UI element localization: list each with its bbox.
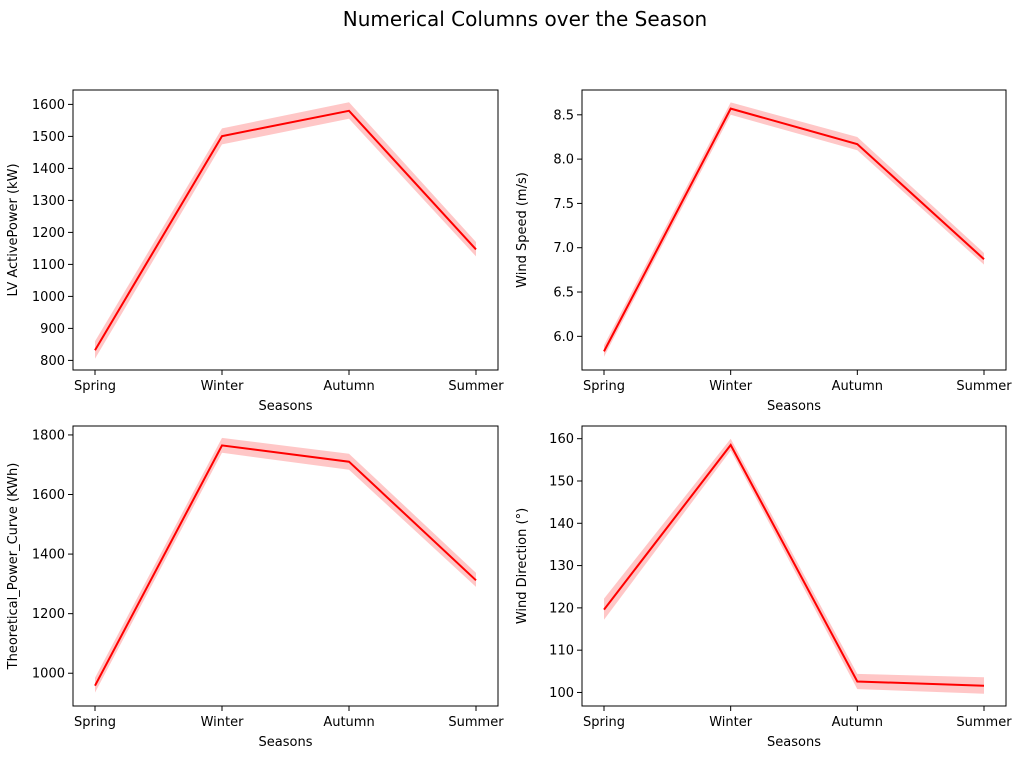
y-tick-label: 900 xyxy=(40,322,65,337)
y-tick-label: 1400 xyxy=(32,548,65,563)
y-tick-label: 130 xyxy=(549,559,574,574)
y-tick-label: 6.0 xyxy=(553,330,574,345)
figure-title: Numerical Columns over the Season xyxy=(343,7,707,31)
y-tick-label: 1300 xyxy=(32,194,65,209)
y-tick-label: 1800 xyxy=(32,428,65,443)
x-tick-label: Autumn xyxy=(832,715,883,730)
y-axis-label: Wind Direction (°) xyxy=(515,508,530,624)
y-axis-label: Wind Speed (m/s) xyxy=(515,172,530,288)
axes-frame xyxy=(581,89,1007,371)
y-tick-label: 1000 xyxy=(32,667,65,682)
x-tick-label: Winter xyxy=(709,379,753,394)
y-axis-label: Theoretical_Power_Curve (KWh) xyxy=(6,463,21,671)
y-tick-label: 6.5 xyxy=(553,286,574,301)
subplot-2: Spring Winter Autumn Summer 6.0 6.5 7.0 7.5 8.0 8… xyxy=(515,89,1012,414)
y-tick-label: 8.5 xyxy=(553,108,574,123)
y-tick-label: 1600 xyxy=(32,98,65,113)
y-tick-label: 110 xyxy=(549,644,574,659)
series-line xyxy=(94,444,477,687)
x-tick-label: Spring xyxy=(583,379,625,394)
series-line xyxy=(94,109,477,351)
x-axis-label: Seasons xyxy=(767,399,821,414)
y-tick-label: 1000 xyxy=(32,290,65,305)
y-tick-label: 140 xyxy=(549,517,574,532)
y-tick-label: 100 xyxy=(549,686,574,701)
x-tick-label: Summer xyxy=(448,379,504,394)
x-tick-label: Spring xyxy=(74,379,116,394)
x-tick-label: Summer xyxy=(956,715,1012,730)
series-line xyxy=(603,107,985,352)
subplot-grid: Spring Winter Autumn Summer 800 900 1000 1100 12… xyxy=(6,89,1012,750)
x-tick-label: Autumn xyxy=(323,715,374,730)
x-tick-label: Autumn xyxy=(832,379,883,394)
y-tick-label: 7.5 xyxy=(553,197,574,212)
x-axis-label: Seasons xyxy=(767,735,821,750)
series-line xyxy=(603,443,985,687)
y-tick-label: 1200 xyxy=(32,607,65,622)
x-tick-label: Autumn xyxy=(323,379,374,394)
x-axis-label: Seasons xyxy=(259,399,313,414)
axes-frame xyxy=(72,425,499,707)
axes-frame xyxy=(72,89,499,371)
x-tick-label: Winter xyxy=(201,715,245,730)
y-axis-label: LV ActivePower (kW) xyxy=(6,163,21,296)
x-tick-label: Spring xyxy=(74,715,116,730)
y-tick-label: 150 xyxy=(549,474,574,489)
subplot-1: Spring Winter Autumn Summer 800 900 1000 1100 12… xyxy=(6,89,504,414)
y-tick-label: 160 xyxy=(549,432,574,447)
x-tick-label: Winter xyxy=(201,379,245,394)
y-tick-label: 120 xyxy=(549,601,574,616)
y-tick-label: 1400 xyxy=(32,162,65,177)
confidence-band xyxy=(95,102,476,359)
confidence-band xyxy=(95,437,476,693)
y-tick-label: 7.0 xyxy=(553,241,574,256)
x-tick-label: Winter xyxy=(709,715,753,730)
confidence-band xyxy=(604,102,984,357)
subplot-3: Spring Winter Autumn Summer 1000 1200 1400 1600… xyxy=(6,425,504,750)
x-tick-label: Summer xyxy=(956,379,1012,394)
y-tick-label: 1500 xyxy=(32,130,65,145)
y-tick-label: 1100 xyxy=(32,258,65,273)
y-tick-label: 1200 xyxy=(32,226,65,241)
y-tick-label: 800 xyxy=(40,354,65,369)
confidence-band xyxy=(604,438,984,694)
subplot-4: Spring Winter Autumn Summer 100 110 120 130 140 1… xyxy=(515,425,1012,750)
x-axis-label: Seasons xyxy=(259,735,313,750)
y-tick-label: 1600 xyxy=(32,488,65,503)
x-tick-label: Summer xyxy=(448,715,504,730)
y-tick-label: 8.0 xyxy=(553,153,574,168)
x-tick-label: Spring xyxy=(583,715,625,730)
